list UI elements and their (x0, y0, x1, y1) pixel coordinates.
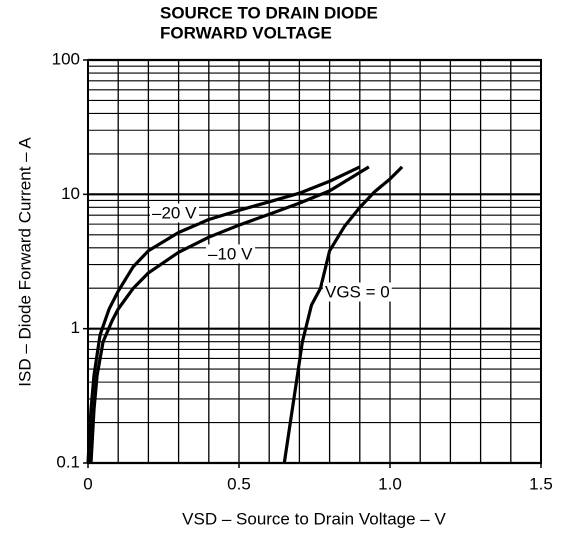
data-line (86, 165, 361, 464)
series-label-bg (206, 244, 256, 264)
series-label-bg (323, 282, 392, 302)
y-tick-label: 100 (52, 49, 80, 68)
y-tick-label: 10 (61, 184, 80, 203)
series-label: VGS = 0 (325, 282, 390, 301)
x-tick-label: 1.5 (529, 474, 553, 493)
x-axis-label: VSD – Source to Drain Voltage – V (182, 509, 446, 528)
series-label: –20 V (152, 203, 197, 222)
series-label-bg (150, 203, 200, 223)
x-tick-label: 1.0 (378, 474, 402, 493)
plot-border (87, 59, 542, 464)
x-tick-label: 0.5 (227, 474, 251, 493)
series-label: –10 V (208, 244, 253, 263)
chart-title: SOURCE TO DRAIN DIODE (160, 3, 378, 22)
y-tick-label: 1 (71, 318, 80, 337)
x-tick-label: 0 (83, 474, 92, 493)
y-axis-label: ISD – Diode Forward Current – A (15, 137, 34, 387)
chart-title: FORWARD VOLTAGE (160, 23, 332, 42)
data-line (282, 165, 404, 464)
data-line (89, 165, 370, 464)
y-tick-label: 0.1 (56, 452, 80, 471)
